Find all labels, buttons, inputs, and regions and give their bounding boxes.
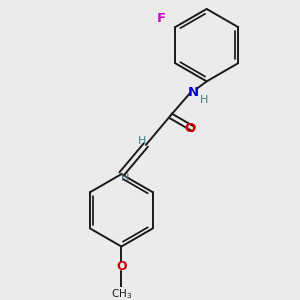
Text: O: O — [116, 260, 127, 273]
Text: N: N — [188, 85, 199, 99]
Text: O: O — [184, 122, 195, 135]
Text: H: H — [121, 172, 129, 183]
Text: F: F — [157, 12, 166, 26]
Text: H: H — [200, 95, 208, 105]
Text: H: H — [138, 136, 147, 146]
Text: CH$_3$: CH$_3$ — [111, 287, 132, 300]
